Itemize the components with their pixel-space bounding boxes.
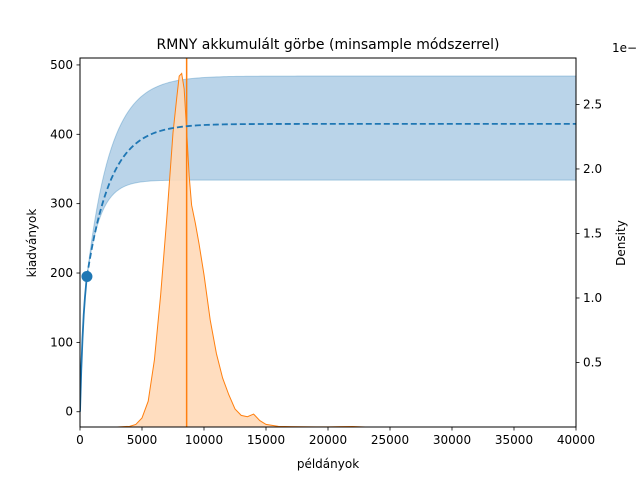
confidence-band bbox=[86, 76, 576, 277]
x-tick-label: 20000 bbox=[309, 433, 347, 447]
y-tick-label: 300 bbox=[50, 197, 73, 211]
x-tick-label: 40000 bbox=[557, 433, 595, 447]
x-tick-label: 15000 bbox=[247, 433, 285, 447]
y2-tick-label: 2.0 bbox=[583, 162, 602, 176]
extrapolation-line bbox=[86, 122, 576, 277]
confidence-band-lower-edge bbox=[86, 179, 576, 277]
y-axis-label: kiadványok bbox=[25, 209, 39, 278]
y2-tick-label: 1.5 bbox=[583, 226, 602, 240]
confidence-band-upper-edge bbox=[86, 75, 576, 277]
x-tick-label: 5000 bbox=[127, 433, 158, 447]
observed-curve bbox=[80, 276, 88, 412]
y-tick-label: 400 bbox=[50, 127, 73, 141]
observed-point bbox=[81, 270, 93, 282]
y-tick-label: 200 bbox=[50, 266, 73, 280]
x-tick-label: 35000 bbox=[495, 433, 533, 447]
y2-tick-label: 2.5 bbox=[583, 97, 602, 111]
y2-offset-text: 1e− bbox=[612, 41, 637, 55]
x-tick-label: 10000 bbox=[185, 433, 223, 447]
y2-tick-label: 0.5 bbox=[583, 355, 602, 369]
x-axis-label: példányok bbox=[297, 457, 359, 471]
y2-axis-label: Density bbox=[614, 220, 628, 266]
y2-tick-label: 1.0 bbox=[583, 291, 602, 305]
y-tick-label: 500 bbox=[50, 58, 73, 72]
chart-title: RMNY akkumulált görbe (minsample módszer… bbox=[157, 37, 500, 53]
y-tick-label: 0 bbox=[65, 405, 73, 419]
plot-area: 0 5000 10000 15000 20000 25000 30000 35000 40000… bbox=[50, 57, 602, 447]
x-tick-label: 30000 bbox=[433, 433, 471, 447]
x-tick-label: 25000 bbox=[371, 433, 409, 447]
y-tick-label: 100 bbox=[50, 335, 73, 349]
x-tick-label: 0 bbox=[76, 433, 84, 447]
density-fill bbox=[117, 73, 366, 427]
